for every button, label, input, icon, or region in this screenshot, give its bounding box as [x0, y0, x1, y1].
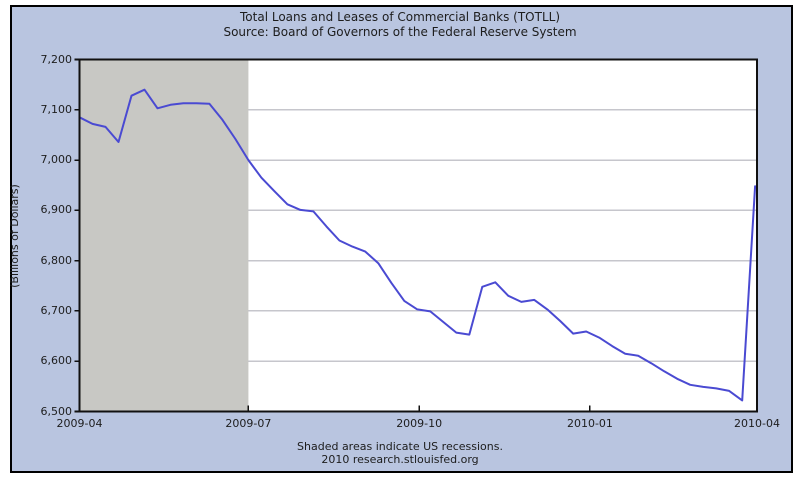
x-tick-label: 2010-04: [734, 417, 780, 430]
source-note: 2010 research.stlouisfed.org: [321, 453, 479, 466]
y-tick-label: 6,900: [40, 203, 73, 217]
y-tick-label: 6,500: [40, 404, 73, 418]
y-tick-label: 7,000: [40, 153, 73, 167]
x-tick-label: 2009-10: [396, 417, 443, 430]
plot-frame: [78, 58, 758, 413]
x-tick-label: 2009-04: [56, 417, 103, 430]
x-tick-label: 2010-01: [566, 417, 613, 430]
y-tick-label: 7,200: [40, 52, 73, 66]
x-tick-label: 2009-07: [225, 417, 272, 430]
y-tick-label: 7,100: [40, 102, 73, 116]
y-axis-label: (Billions of Dollars): [8, 184, 21, 288]
y-tick-label: 6,800: [40, 253, 73, 267]
chart-subtitle: Source: Board of Governors of the Federa…: [223, 25, 577, 39]
y-tick-label: 6,700: [40, 303, 73, 317]
recession-band: [80, 60, 249, 411]
chart-title: Total Loans and Leases of Commercial Ban…: [240, 10, 560, 24]
recession-note: Shaded areas indicate US recessions.: [297, 440, 503, 453]
data-line: [78, 88, 757, 402]
y-tick-label: 6,600: [40, 354, 73, 368]
